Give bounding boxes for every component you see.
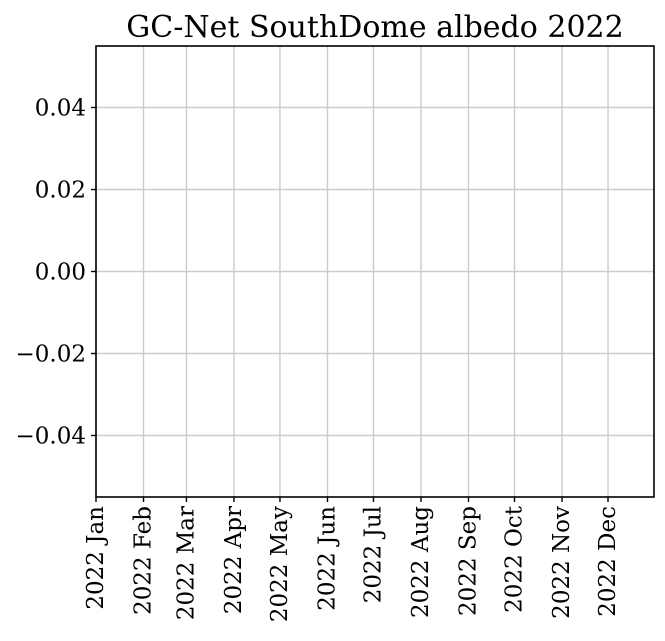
chart-title: GC-Net SouthDome albedo 2022 <box>126 10 623 45</box>
y-tick-label: −0.02 <box>16 342 86 368</box>
x-tick-label: 2022 Aug <box>408 506 434 618</box>
y-tick-label: −0.04 <box>16 424 86 450</box>
y-tick-label: 0.04 <box>35 96 86 122</box>
x-tick-label: 2022 Oct <box>502 505 528 613</box>
x-tick-label: 2022 Dec <box>595 506 621 617</box>
x-tick-label: 2022 Jan <box>83 506 109 610</box>
y-axis: 0.04 0.02 0.00 −0.02 −0.04 <box>16 96 96 450</box>
x-tick-label: 2022 Sep <box>456 506 482 616</box>
x-tick-label: 2022 May <box>267 506 293 622</box>
x-axis: 2022 Jan 2022 Feb 2022 Mar 2022 Apr 2022 May… <box>83 497 621 622</box>
x-tick-label: 2022 Jul <box>360 506 386 603</box>
x-tick-label: 2022 Nov <box>549 506 575 619</box>
x-tick-label: 2022 Mar <box>173 506 199 620</box>
x-tick-label: 2022 Feb <box>131 506 157 615</box>
x-tick-label: 2022 Apr <box>221 506 247 614</box>
y-tick-label: 0.02 <box>35 178 86 204</box>
y-tick-label: 0.00 <box>35 260 86 286</box>
x-tick-label: 2022 Jun <box>314 506 340 611</box>
grid-lines <box>95 46 654 497</box>
